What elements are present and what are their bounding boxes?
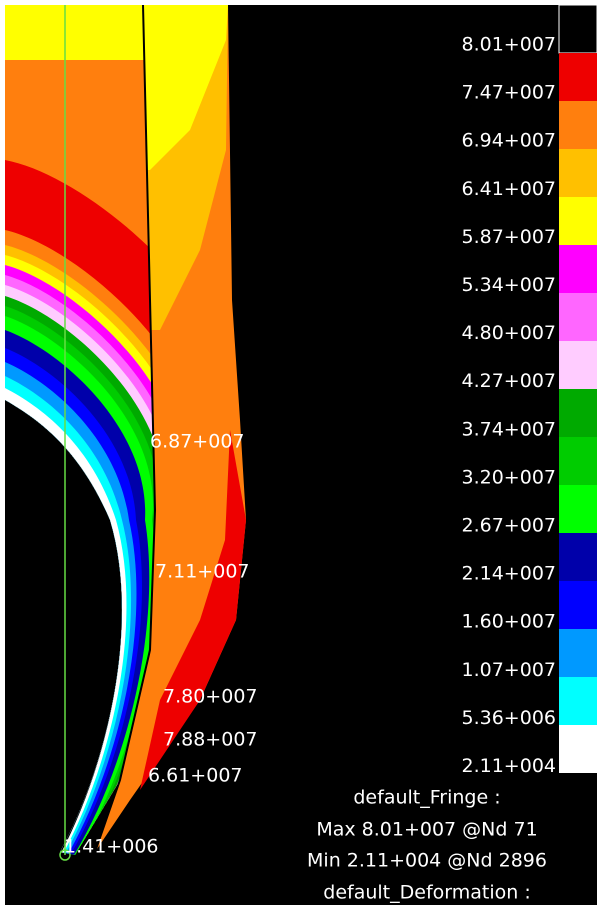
- legend-swatch: [559, 581, 597, 629]
- right-band: [140, 430, 246, 790]
- legend-label: 7.47+007: [462, 82, 557, 104]
- legend-label: 1.07+007: [462, 659, 557, 681]
- edge: [94, 4, 157, 853]
- legend-label: 2.14+007: [462, 563, 557, 585]
- fringe-value-label: 1.41+006: [64, 836, 159, 858]
- info-line: default_Fringe :: [353, 787, 500, 809]
- legend-swatch: [559, 341, 597, 389]
- legend-label: 3.74+007: [462, 418, 557, 440]
- band: [5, 5, 145, 60]
- legend-label: 5.87+007: [462, 226, 557, 248]
- legend-swatch: [559, 437, 597, 485]
- info-line: default_Deformation :: [323, 882, 530, 904]
- plot-labels: 6.87+007 7.11+007 7.80+007 7.88+007 6.61+007…: [64, 431, 258, 858]
- info-line: Min 2.11+004 @Nd 2896: [307, 850, 547, 872]
- legend-swatch: [558, 4, 598, 54]
- legend-swatch: [559, 101, 597, 149]
- legend-label: 4.27+007: [462, 370, 557, 392]
- legend-label: 5.34+007: [462, 274, 557, 296]
- fringe-value-label: 7.80+007: [163, 686, 258, 708]
- fringe-value-label: 6.61+007: [148, 765, 243, 787]
- right-band: [143, 5, 228, 170]
- legend-label: 3.20+007: [462, 466, 557, 488]
- legend-label: 8.01+007: [462, 34, 557, 56]
- legend-label: 2.11+004: [462, 755, 557, 777]
- legend-label: 2.67+007: [462, 515, 557, 537]
- legend-swatch: [559, 149, 597, 197]
- fringe-value-label: 7.88+007: [163, 729, 258, 751]
- legend-swatch: [559, 293, 597, 341]
- legend-swatch: [559, 389, 597, 437]
- fringe-value-label: 7.11+007: [155, 561, 250, 583]
- node-marker: [59, 849, 71, 861]
- legend-label: 6.94+007: [462, 130, 557, 152]
- legend-swatch: [559, 197, 597, 245]
- legend-swatch: [559, 485, 597, 533]
- legend-label: 5.36+006: [462, 707, 557, 729]
- legend-label: 6.41+007: [462, 178, 557, 200]
- fringe-value-label: 6.87+007: [150, 431, 245, 453]
- legend-label: 1.60+007: [462, 611, 557, 633]
- legend: 8.01+007 7.47+007 6.94+007 6.41+007 5.87+007…: [462, 4, 598, 777]
- info-line: Max 8.01+007 @Nd 71: [316, 819, 537, 841]
- legend-label: 4.80+007: [462, 322, 557, 344]
- legend-swatch: [559, 629, 597, 677]
- info-panel: default_Fringe : Max 8.01+007 @Nd 71 Min 2…: [307, 787, 547, 904]
- legend-swatch: [559, 533, 597, 581]
- legend-swatch: [559, 677, 597, 725]
- legend-swatch: [559, 53, 597, 101]
- legend-swatch: [559, 245, 597, 293]
- legend-swatch: [559, 725, 597, 773]
